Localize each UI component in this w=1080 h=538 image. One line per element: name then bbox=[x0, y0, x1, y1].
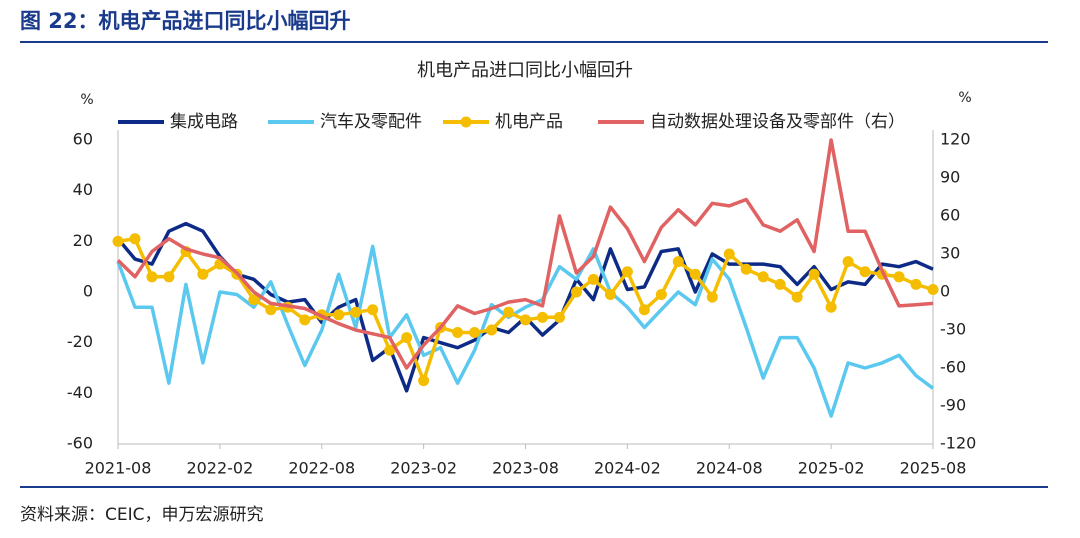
series-point bbox=[418, 375, 430, 387]
series-point bbox=[129, 233, 141, 245]
series-point bbox=[791, 291, 803, 303]
series-point bbox=[367, 304, 379, 316]
series-point bbox=[655, 289, 667, 301]
y-unit: % bbox=[80, 92, 93, 108]
series-point bbox=[893, 271, 905, 283]
source: 资料来源：CEIC，申万宏源研究 bbox=[20, 505, 264, 525]
series-point bbox=[842, 256, 854, 268]
series-point bbox=[503, 306, 515, 318]
series-point bbox=[146, 271, 158, 283]
y2-tick-label: 120 bbox=[940, 130, 971, 149]
series-point bbox=[112, 235, 124, 247]
y-tick-label: 0 bbox=[83, 282, 93, 301]
x-tick-label: 2022-08 bbox=[288, 459, 355, 478]
series-point bbox=[197, 268, 209, 280]
series-point bbox=[706, 291, 718, 303]
legend-label: 集成电路 bbox=[170, 112, 238, 132]
series-point bbox=[469, 327, 481, 339]
x-tick-label: 2024-02 bbox=[594, 459, 661, 478]
series-point bbox=[604, 289, 616, 301]
series-point bbox=[299, 314, 311, 326]
x-tick-label: 2023-02 bbox=[390, 459, 457, 478]
legend-label: 自动数据处理设备及零部件（右） bbox=[650, 112, 905, 132]
y2-tick-label: 30 bbox=[940, 244, 960, 263]
series-point bbox=[265, 304, 277, 316]
series-point bbox=[553, 311, 565, 323]
y2-tick-label: 60 bbox=[940, 206, 960, 225]
chart-title: 机电产品进口同比小幅回升 bbox=[417, 60, 633, 81]
series-point bbox=[774, 278, 786, 290]
y2-tick-label: 0 bbox=[940, 282, 950, 301]
legend-label: 汽车及零配件 bbox=[320, 112, 422, 132]
x-tick-label: 2022-02 bbox=[186, 459, 253, 478]
y-tick-label: -20 bbox=[67, 332, 93, 351]
series-point bbox=[486, 324, 498, 336]
y-tick-label: -60 bbox=[67, 434, 93, 453]
x-tick-label: 2025-08 bbox=[900, 459, 967, 478]
series-point bbox=[808, 268, 820, 280]
series-point bbox=[333, 309, 345, 321]
series-point bbox=[723, 248, 735, 260]
x-tick-label: 2024-08 bbox=[696, 459, 763, 478]
series-point bbox=[825, 301, 837, 313]
y-tick-label: 20 bbox=[73, 231, 93, 250]
series-point bbox=[401, 332, 413, 344]
series-point bbox=[638, 304, 650, 316]
series-line bbox=[116, 244, 935, 418]
series-point bbox=[757, 271, 769, 283]
legend-marker bbox=[460, 116, 472, 128]
y2-tick-label: -60 bbox=[940, 358, 966, 377]
figure-title: 图 22：机电产品进口同比小幅回升 bbox=[20, 9, 351, 33]
y-tick-label: 60 bbox=[73, 130, 93, 149]
series-point bbox=[384, 344, 396, 356]
x-tick-label: 2021-08 bbox=[85, 459, 152, 478]
y2-unit: % bbox=[958, 90, 971, 106]
series-point bbox=[621, 266, 633, 278]
y2-tick-label: -120 bbox=[940, 434, 976, 453]
series-point bbox=[859, 266, 871, 278]
series-point bbox=[536, 311, 548, 323]
series-point bbox=[452, 327, 464, 339]
series-point bbox=[672, 256, 684, 268]
series-point bbox=[587, 273, 599, 285]
series-line bbox=[116, 138, 934, 370]
x-tick-label: 2025-02 bbox=[798, 459, 865, 478]
series-point bbox=[910, 278, 922, 290]
series-point bbox=[740, 263, 752, 275]
series-point bbox=[689, 268, 701, 280]
legend-label: 机电产品 bbox=[495, 112, 563, 132]
y2-tick-label: -30 bbox=[940, 320, 966, 339]
y2-tick-label: 90 bbox=[940, 168, 960, 187]
y2-tick-label: -90 bbox=[940, 396, 966, 415]
series-point bbox=[248, 294, 260, 306]
series-point bbox=[163, 271, 175, 283]
series-point bbox=[350, 306, 362, 318]
series-point bbox=[570, 286, 582, 298]
series-point bbox=[927, 283, 939, 295]
y-tick-label: 40 bbox=[73, 180, 93, 199]
series-point bbox=[520, 314, 531, 326]
y-tick-label: -40 bbox=[67, 383, 93, 402]
x-tick-label: 2023-08 bbox=[492, 459, 559, 478]
